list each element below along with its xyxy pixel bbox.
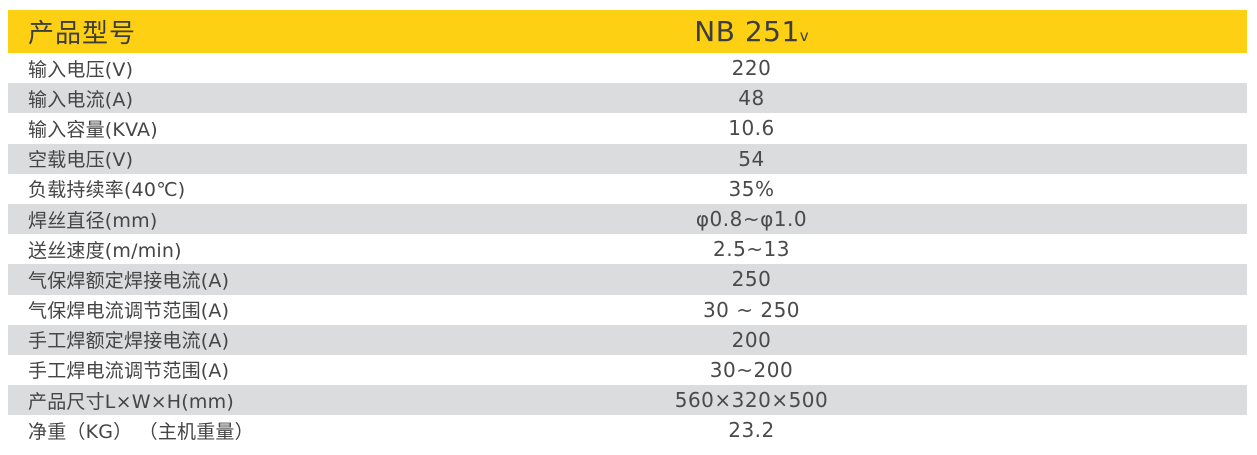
spec-label: 手工焊电流调节范围(A) xyxy=(28,360,230,383)
table-body: 输入电压(V) 220 输入电流(A) 48 输入容量(KVA) 10.6 空载… xyxy=(8,53,1247,446)
spec-value: 23.2 xyxy=(728,418,775,443)
table-row: 气保焊额定焊接电流(A) 250 xyxy=(8,264,1247,295)
spec-label: 手工焊额定焊接电流(A) xyxy=(28,330,230,353)
spec-value: 10.6 xyxy=(728,116,775,141)
table-header-row: 产品型号 NB 251v xyxy=(8,10,1247,53)
table-row: 送丝速度(m/min) 2.5~13 xyxy=(8,234,1247,265)
product-spec-table: 产品型号 NB 251v 输入电压(V) 220 输入电流(A) 48 输入容量… xyxy=(8,10,1247,446)
model-name: NB 251 xyxy=(694,15,800,48)
spec-value: 30~200 xyxy=(709,357,794,382)
model-name-subscript: v xyxy=(799,27,809,45)
table-row: 输入电压(V) 220 xyxy=(8,53,1247,84)
spec-label: 净重（KG） （主机重量） xyxy=(28,420,254,443)
spec-label: 气保焊额定焊接电流(A) xyxy=(28,269,230,292)
table-row: 产品尺寸L×W×H(mm) 560×320×500 xyxy=(8,385,1247,416)
spec-label: 输入容量(KVA) xyxy=(28,118,158,141)
spec-label: 焊丝直径(mm) xyxy=(28,209,158,232)
spec-label: 输入电流(A) xyxy=(28,88,134,111)
spec-value: 35% xyxy=(728,176,775,201)
spec-label: 气保焊电流调节范围(A) xyxy=(28,300,230,323)
spec-value: 54 xyxy=(738,146,765,171)
spec-value: 250 xyxy=(731,267,772,292)
header-model-value: NB 251v xyxy=(256,15,1247,48)
table-row: 输入容量(KVA) 10.6 xyxy=(8,113,1247,144)
table-row: 手工焊额定焊接电流(A) 200 xyxy=(8,324,1247,355)
spec-label: 产品尺寸L×W×H(mm) xyxy=(28,390,234,413)
table-row: 手工焊电流调节范围(A) 30~200 xyxy=(8,354,1247,386)
spec-label: 空载电压(V) xyxy=(28,149,134,172)
spec-value: 30 ~ 250 xyxy=(702,297,801,322)
table-row: 空载电压(V) 54 xyxy=(8,143,1247,174)
header-product-model-label: 产品型号 xyxy=(28,19,137,49)
table-row: 净重（KG） （主机重量） 23.2 xyxy=(8,415,1247,446)
table-row: 气保焊电流调节范围(A) 30 ~ 250 xyxy=(8,294,1247,325)
spec-value: 2.5~13 xyxy=(712,237,790,262)
spec-value: 560×320×500 xyxy=(674,388,829,413)
spec-label: 送丝速度(m/min) xyxy=(28,239,182,262)
spec-label: 输入电压(V) xyxy=(28,58,134,81)
table-row: 负载持续率(40℃) 35% xyxy=(8,173,1247,204)
spec-value: 220 xyxy=(731,56,772,81)
table-row: 输入电流(A) 48 xyxy=(8,83,1247,114)
spec-value: φ0.8~φ1.0 xyxy=(695,207,808,232)
table-row: 焊丝直径(mm) φ0.8~φ1.0 xyxy=(8,203,1247,235)
spec-label: 负载持续率(40℃) xyxy=(28,179,186,202)
spec-value: 200 xyxy=(731,327,772,352)
spec-value: 48 xyxy=(738,86,765,111)
